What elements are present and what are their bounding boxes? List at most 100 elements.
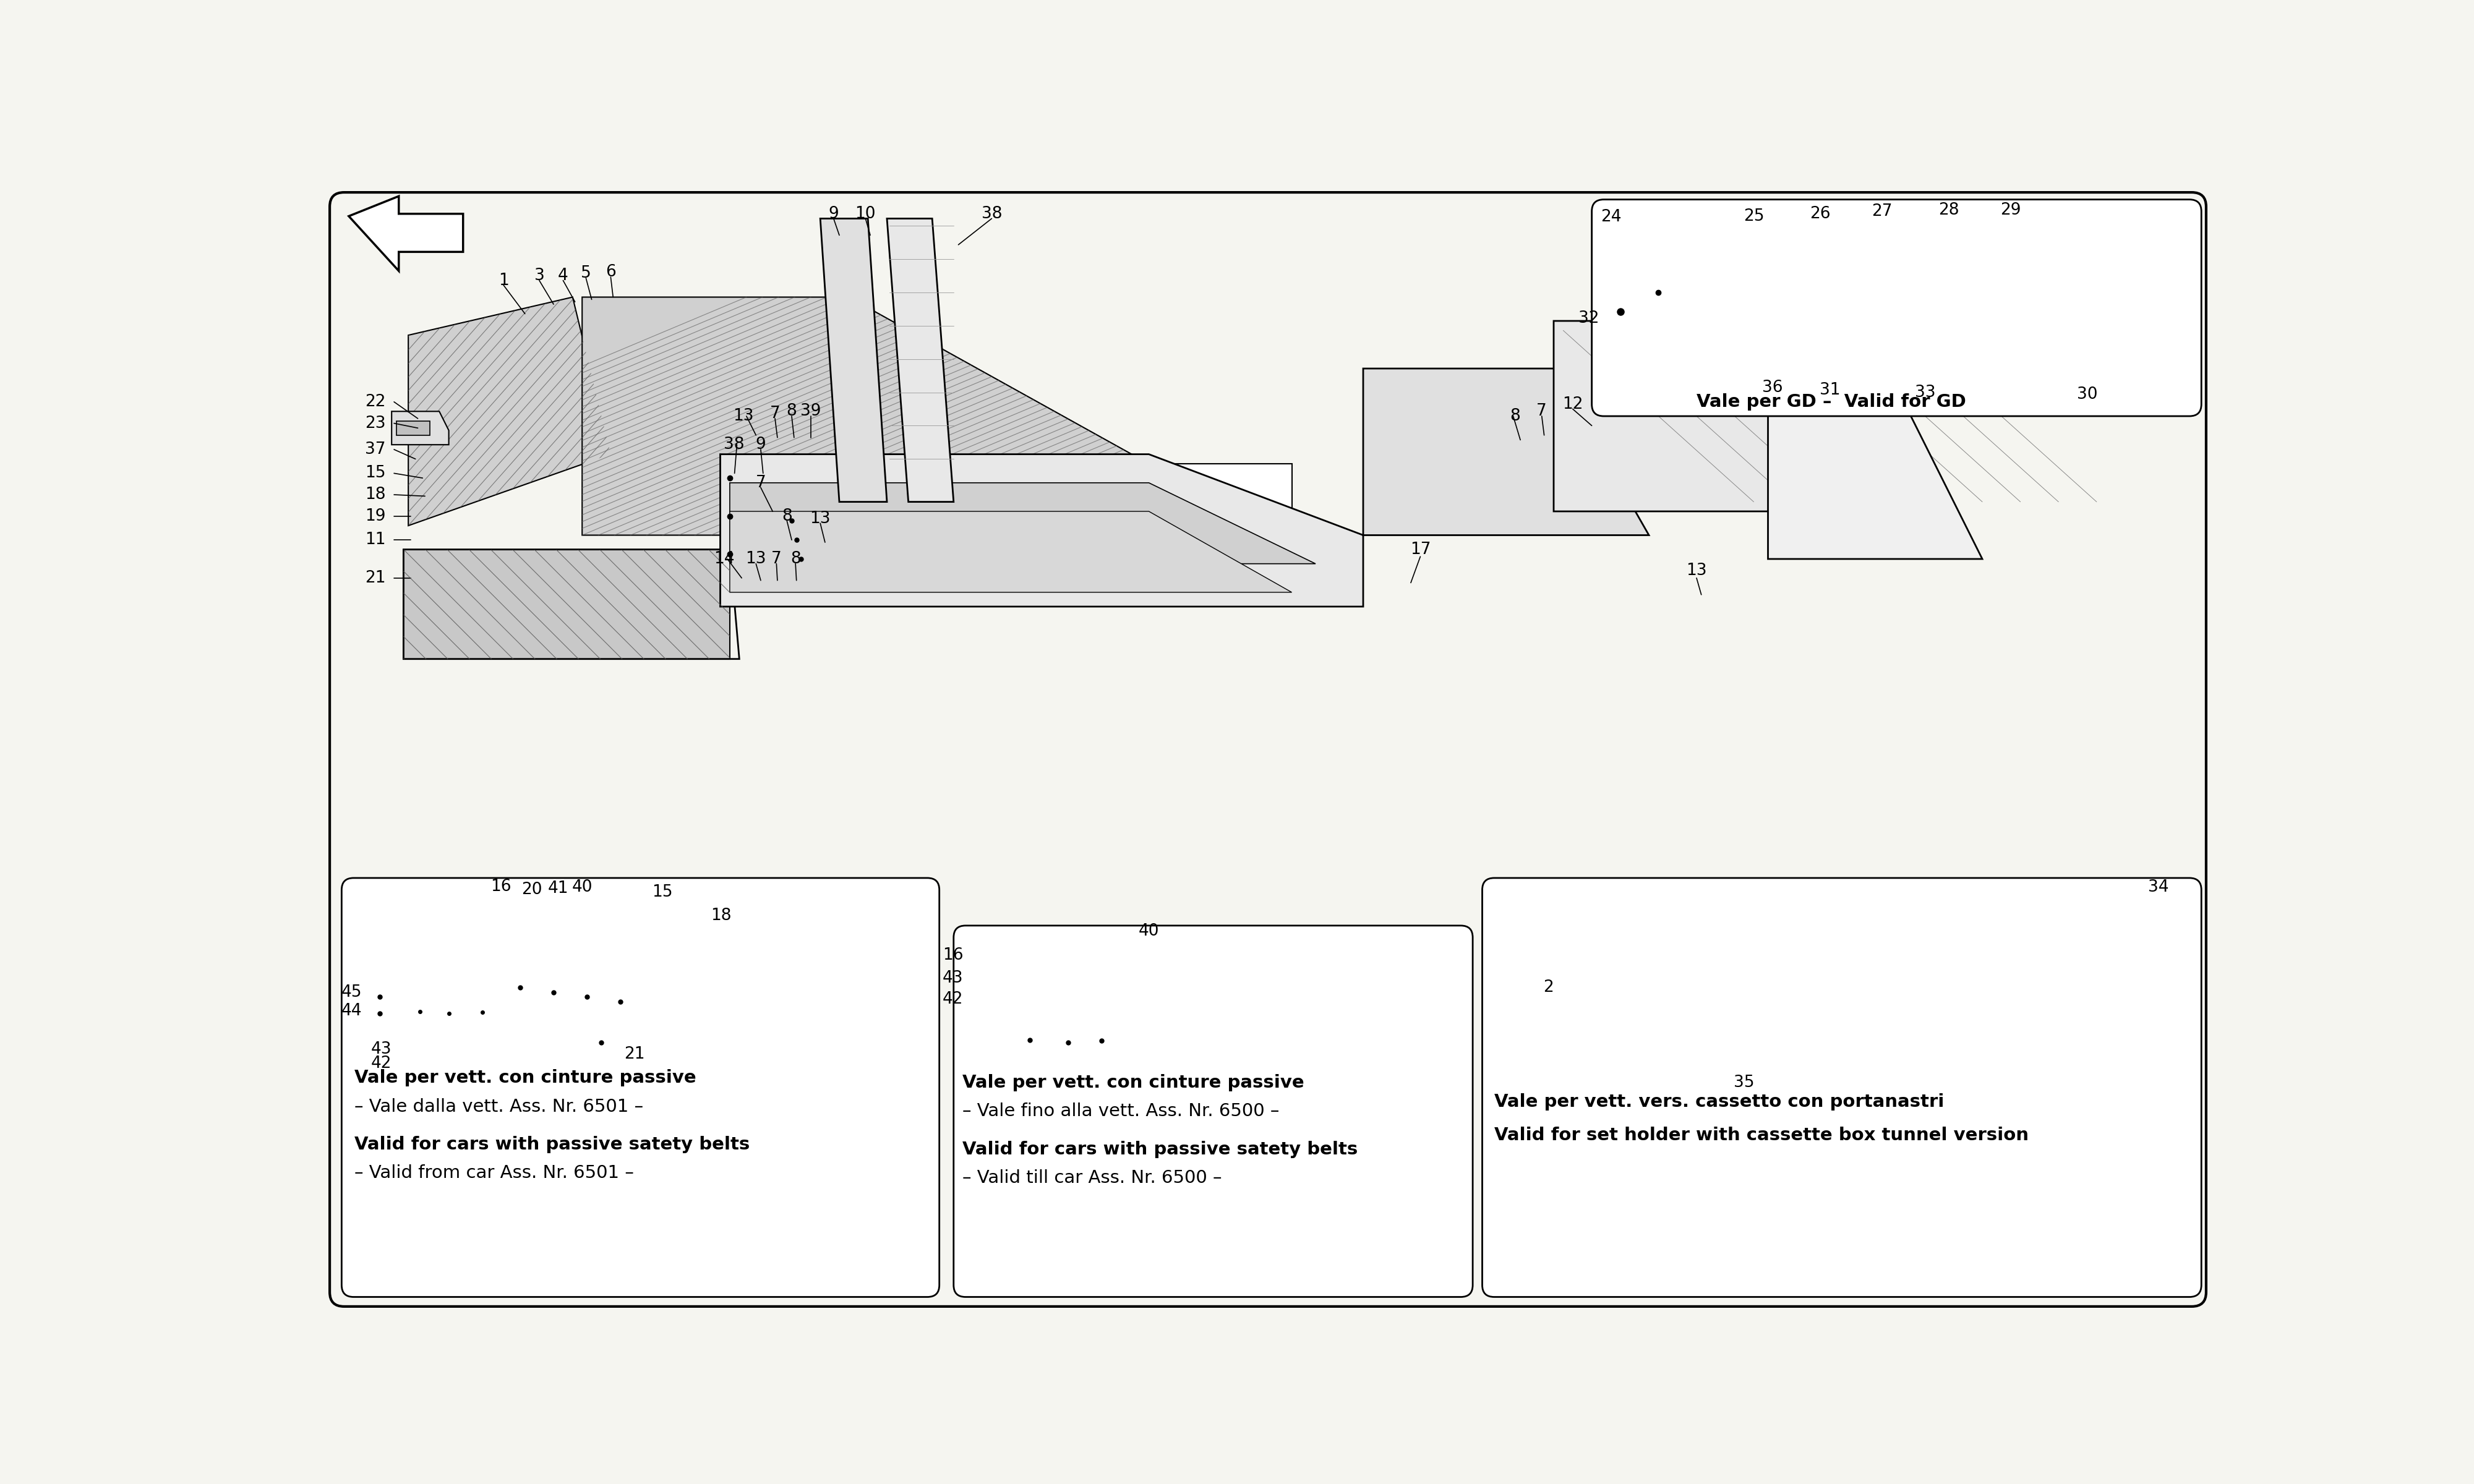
Text: – Vale dalla vett. Ass. Nr. 6501 –: – Vale dalla vett. Ass. Nr. 6501 – xyxy=(354,1098,643,1114)
FancyBboxPatch shape xyxy=(341,879,940,1297)
Polygon shape xyxy=(2125,273,2157,344)
Polygon shape xyxy=(2053,297,2115,378)
Text: 13: 13 xyxy=(1687,562,1707,579)
Text: 43: 43 xyxy=(371,1042,391,1058)
Polygon shape xyxy=(374,1006,515,1021)
Text: Valid for cars with passive satety belts: Valid for cars with passive satety belts xyxy=(354,1135,750,1153)
Text: 8: 8 xyxy=(1509,408,1522,424)
Text: 11: 11 xyxy=(366,531,386,548)
Polygon shape xyxy=(1148,463,1291,559)
Text: Vale per GD –  Valid for GD: Vale per GD – Valid for GD xyxy=(1697,393,1967,411)
Polygon shape xyxy=(1534,997,2068,1036)
Text: 4: 4 xyxy=(559,267,569,283)
Text: 35: 35 xyxy=(1734,1074,1754,1091)
Text: 38: 38 xyxy=(982,206,1002,221)
Polygon shape xyxy=(601,902,668,920)
Polygon shape xyxy=(391,411,448,445)
FancyBboxPatch shape xyxy=(952,926,1472,1297)
Polygon shape xyxy=(1363,368,1648,536)
Text: 7: 7 xyxy=(772,551,782,567)
Polygon shape xyxy=(720,454,1363,607)
Text: 2: 2 xyxy=(1544,979,1554,996)
Polygon shape xyxy=(349,196,463,272)
Text: 41: 41 xyxy=(547,880,569,896)
Text: 42: 42 xyxy=(943,991,962,1008)
Text: 22: 22 xyxy=(366,393,386,410)
Text: 13: 13 xyxy=(732,408,755,424)
Polygon shape xyxy=(1148,536,1291,583)
Polygon shape xyxy=(730,512,1291,592)
Text: 16: 16 xyxy=(490,879,512,895)
Text: 36: 36 xyxy=(1761,380,1784,396)
Text: Vale per vett. con cinture passive: Vale per vett. con cinture passive xyxy=(962,1074,1304,1091)
Polygon shape xyxy=(403,549,730,659)
Polygon shape xyxy=(359,896,705,1017)
Text: 16: 16 xyxy=(943,947,962,963)
Text: 3: 3 xyxy=(534,267,544,283)
Text: 13: 13 xyxy=(745,551,767,567)
Text: 30: 30 xyxy=(2076,387,2098,402)
Polygon shape xyxy=(581,297,1148,536)
Polygon shape xyxy=(730,482,1316,564)
Text: 42: 42 xyxy=(371,1055,391,1071)
Polygon shape xyxy=(411,950,688,978)
Polygon shape xyxy=(886,218,952,502)
Polygon shape xyxy=(2078,896,2157,959)
Text: 14: 14 xyxy=(715,551,735,567)
Text: 39: 39 xyxy=(802,404,821,420)
Text: 25: 25 xyxy=(1744,208,1764,224)
Text: 13: 13 xyxy=(809,510,831,527)
Polygon shape xyxy=(1816,240,1878,359)
Text: 21: 21 xyxy=(366,570,386,586)
Text: Valid for set holder with cassette box tunnel version: Valid for set holder with cassette box t… xyxy=(1494,1126,2029,1144)
FancyBboxPatch shape xyxy=(1482,879,2202,1297)
Polygon shape xyxy=(1012,978,1311,1002)
Text: 33: 33 xyxy=(1915,384,1935,401)
Text: 9: 9 xyxy=(755,436,767,453)
Text: 21: 21 xyxy=(623,1046,646,1063)
Polygon shape xyxy=(396,421,430,435)
Polygon shape xyxy=(1554,321,1841,512)
Text: 7: 7 xyxy=(1536,404,1546,420)
Text: 7: 7 xyxy=(755,475,767,491)
Text: 26: 26 xyxy=(1811,206,1831,221)
Text: 1: 1 xyxy=(497,273,510,288)
Text: 34: 34 xyxy=(2147,880,2170,895)
Text: Vale per vett. con cinture passive: Vale per vett. con cinture passive xyxy=(354,1070,695,1086)
Polygon shape xyxy=(821,218,886,502)
Polygon shape xyxy=(1554,950,2006,997)
Text: 6: 6 xyxy=(606,264,616,280)
Polygon shape xyxy=(967,945,1326,1045)
Text: – Valid from car Ass. Nr. 6501 –: – Valid from car Ass. Nr. 6501 – xyxy=(354,1165,633,1181)
Text: Vale per vett. vers. cassetto con portanastri: Vale per vett. vers. cassetto con portan… xyxy=(1494,1094,1945,1110)
Text: – Vale fino alla vett. Ass. Nr. 6500 –: – Vale fino alla vett. Ass. Nr. 6500 – xyxy=(962,1103,1279,1120)
Text: 5: 5 xyxy=(581,266,591,282)
Text: 8: 8 xyxy=(789,551,802,567)
Text: 23: 23 xyxy=(366,416,386,432)
Text: 7: 7 xyxy=(769,405,779,421)
Text: 38: 38 xyxy=(722,436,745,453)
Text: 15: 15 xyxy=(653,884,673,901)
Text: 18: 18 xyxy=(710,908,732,925)
Polygon shape xyxy=(374,1021,515,1040)
Polygon shape xyxy=(1719,230,1816,344)
Text: 29: 29 xyxy=(2001,202,2021,218)
Text: 32: 32 xyxy=(1578,310,1598,326)
Text: 40: 40 xyxy=(1138,923,1160,939)
Text: Valid for cars with passive satety belts: Valid for cars with passive satety belts xyxy=(962,1141,1358,1158)
Polygon shape xyxy=(1959,273,2039,378)
Polygon shape xyxy=(1522,1025,2100,1073)
Text: 40: 40 xyxy=(571,880,591,895)
FancyBboxPatch shape xyxy=(329,193,2207,1306)
Text: 8: 8 xyxy=(787,404,797,420)
Text: 20: 20 xyxy=(522,881,542,898)
Text: 24: 24 xyxy=(1601,209,1620,226)
Text: 37: 37 xyxy=(366,441,386,457)
Text: 27: 27 xyxy=(1873,203,1893,220)
Text: 44: 44 xyxy=(341,1003,361,1020)
Polygon shape xyxy=(1769,273,1982,559)
Polygon shape xyxy=(408,297,611,525)
Text: 18: 18 xyxy=(366,487,386,503)
Polygon shape xyxy=(967,1045,1333,1068)
Text: 31: 31 xyxy=(1818,381,1841,398)
